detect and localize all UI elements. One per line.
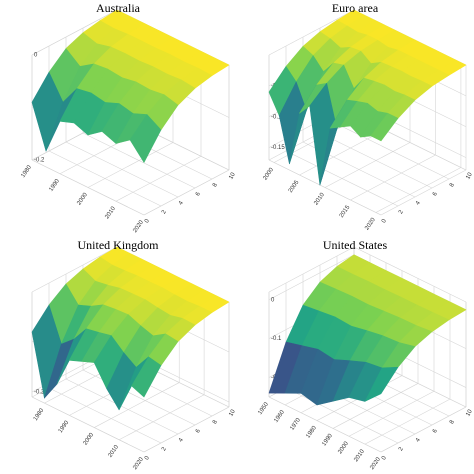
time-tick-label: 2000: [262, 167, 275, 182]
surface-cell: [364, 366, 399, 402]
time-tick-label: 1990: [48, 178, 61, 193]
grid-line: [268, 159, 382, 216]
time-tick-label: 1990: [321, 433, 334, 448]
grid-line: [299, 129, 385, 176]
time-tick-label: 2010: [313, 192, 326, 207]
grid-line: [268, 254, 355, 301]
panel: -0.1-0.2198019902000201020200246810Unite…: [31, 238, 237, 471]
chart-title: United Kingdom: [78, 238, 160, 252]
surface-cell: [129, 114, 162, 163]
z-tick-label: -0.1: [271, 336, 282, 342]
grid-line: [319, 132, 433, 189]
horizon-tick-label: 8: [212, 419, 219, 425]
z-tick-label: -0.15: [271, 145, 285, 151]
grid-line: [31, 396, 145, 453]
z-tick-label: 0: [271, 297, 275, 303]
z-tick-label: 0: [34, 53, 38, 59]
horizon-tick-label: 4: [178, 437, 185, 443]
time-tick-label: 2005: [288, 179, 301, 194]
chart-title: Euro area: [332, 1, 379, 15]
horizon-tick-label: 0: [381, 218, 388, 224]
time-tick-label: 1950: [257, 401, 270, 416]
grid-line: [268, 396, 382, 453]
grid-line: [332, 383, 419, 429]
time-tick-label: 2000: [337, 440, 350, 455]
horizon-tick-label: 10: [465, 171, 474, 180]
time-tick-label: 1970: [289, 417, 302, 432]
grid-line: [143, 406, 230, 453]
grid-line: [375, 167, 462, 213]
time-tick-label: 1960: [273, 409, 286, 424]
box-edge: [31, 246, 118, 293]
horizon-tick-label: 4: [415, 437, 422, 443]
grid-line: [115, 155, 202, 202]
grid-line: [31, 9, 118, 56]
grid-line: [94, 382, 180, 428]
time-tick-label: 2000: [76, 192, 89, 207]
grid-line: [82, 132, 196, 189]
time-tick-label: 2020: [364, 217, 377, 232]
grid-line: [285, 150, 399, 207]
grid-line: [118, 394, 205, 441]
grid-line: [336, 123, 450, 180]
horizon-tick-label: 0: [144, 455, 151, 461]
panel: 0-0.1-0.2198019902000201020200246810Aust…: [20, 1, 237, 234]
chart-title: Australia: [96, 1, 141, 15]
horizon-tick-label: 6: [432, 191, 439, 197]
horizon-tick-label: 8: [449, 182, 456, 188]
grid-line: [143, 169, 230, 216]
grid-line: [65, 378, 179, 435]
time-tick-label: 2010: [353, 448, 366, 463]
box-edge: [268, 246, 355, 293]
horizon-tick-label: 2: [398, 209, 405, 215]
grid-line: [87, 142, 174, 188]
grid-line: [324, 142, 411, 188]
horizon-tick-label: 8: [449, 419, 456, 425]
grid-line: [380, 406, 467, 453]
horizon-tick-label: 10: [228, 171, 237, 180]
horizon-tick-label: 8: [212, 182, 219, 188]
grid-line: [48, 387, 162, 444]
grid-line: [82, 369, 196, 426]
grid-line: [348, 391, 435, 437]
panel: -0.05-0.1-0.1520002005201020152020024681…: [262, 1, 474, 232]
horizon-tick-label: 2: [161, 446, 168, 452]
grid-line: [65, 141, 179, 198]
z-tick-label: -0.2: [34, 158, 45, 164]
horizon-tick-label: 6: [432, 428, 439, 434]
panel: 0-0.1-0.21950196019701980199020002010202…: [257, 238, 474, 471]
grid-line: [350, 154, 436, 201]
time-tick-label: 1980: [305, 425, 318, 440]
time-tick-label: 2010: [107, 444, 120, 459]
horizon-tick-label: 0: [144, 218, 151, 224]
surface-cell: [131, 356, 162, 398]
z-tick-label: -0.2: [34, 390, 45, 396]
box-edge: [380, 169, 467, 216]
horizon-tick-label: 4: [178, 200, 185, 206]
box-edge: [353, 246, 467, 303]
horizon-tick-label: 10: [465, 408, 474, 417]
box-edge: [268, 9, 355, 56]
surface-cell: [370, 113, 399, 142]
horizon-tick-label: 2: [398, 446, 405, 452]
horizon-tick-label: 0: [381, 455, 388, 461]
horizon-tick-label: 10: [228, 408, 237, 417]
horizon-tick-label: 2: [161, 209, 168, 215]
horizon-tick-label: 4: [415, 200, 422, 206]
time-tick-label: 1980: [33, 407, 46, 422]
chart-title: United States: [323, 238, 388, 252]
time-tick-label: 1980: [20, 164, 33, 179]
time-tick-label: 2000: [83, 432, 96, 447]
z-tick-label: -0.1: [271, 114, 282, 120]
grid-line: [31, 159, 145, 216]
grid-line: [285, 387, 399, 444]
time-tick-label: 1990: [58, 419, 71, 434]
horizon-tick-label: 6: [195, 428, 202, 434]
time-tick-label: 2015: [339, 204, 352, 219]
grid-line: [364, 398, 451, 445]
horizon-tick-label: 6: [195, 191, 202, 197]
grid-line: [48, 150, 162, 207]
time-tick-label: 2010: [104, 205, 117, 220]
